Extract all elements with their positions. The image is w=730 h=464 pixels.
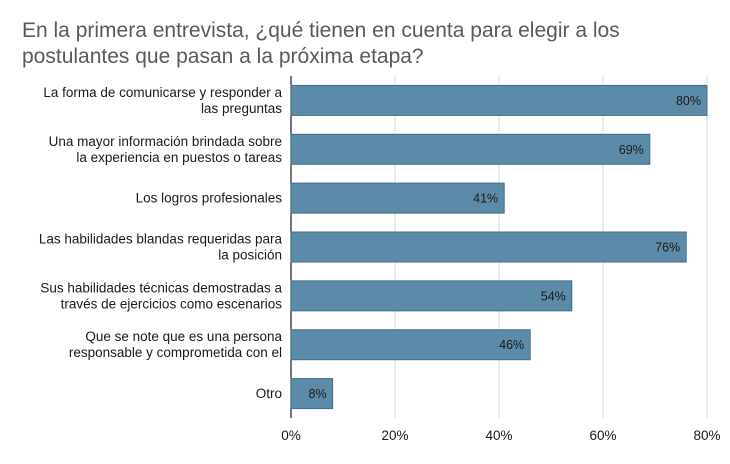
x-tick-label: 60%: [589, 428, 616, 443]
x-tick-label: 40%: [485, 428, 512, 443]
category-label: la posición: [218, 248, 282, 263]
data-label: 46%: [499, 338, 524, 352]
chart-title: En la primera entrevista, ¿qué tienen en…: [22, 18, 712, 70]
bar: [290, 84, 708, 116]
chart-title-line-1: En la primera entrevista, ¿qué tienen en…: [22, 19, 620, 42]
category-label: Que se note que es una persona: [85, 329, 282, 344]
x-tick-label: 20%: [381, 428, 408, 443]
category-label: Las habilidades blandas requeridas para: [39, 232, 283, 247]
x-tick-label: 0%: [281, 428, 301, 443]
bar: [290, 378, 334, 410]
category-label: Otro: [256, 386, 282, 401]
bar: [290, 231, 687, 263]
data-label: 41%: [473, 192, 498, 206]
data-label: 76%: [655, 241, 680, 255]
data-label: 54%: [541, 289, 566, 303]
bar: [290, 133, 651, 165]
bar: [290, 329, 531, 361]
category-label: Sus habilidades técnicas demostradas a: [40, 280, 282, 295]
category-label: Una mayor información brindada sobre: [49, 134, 282, 149]
category-label: responsable y comprometida con el: [69, 345, 282, 360]
category-label: la experiencia en puestos o tareas: [76, 150, 282, 165]
data-label: 69%: [619, 143, 644, 157]
category-label: las preguntas: [201, 101, 282, 116]
chart-title-line-2: postulantes que pasan a la próxima etapa…: [22, 45, 424, 68]
category-label: Los logros profesionales: [136, 191, 283, 206]
bar: [290, 182, 505, 214]
data-label: 80%: [676, 94, 701, 108]
category-label: La forma de comunicarse y responder a: [43, 85, 282, 100]
bar: [290, 280, 573, 312]
category-label: través de ejercicios como escenarios: [61, 296, 283, 311]
data-label: 8%: [309, 387, 327, 401]
x-tick-label: 80%: [693, 428, 720, 443]
